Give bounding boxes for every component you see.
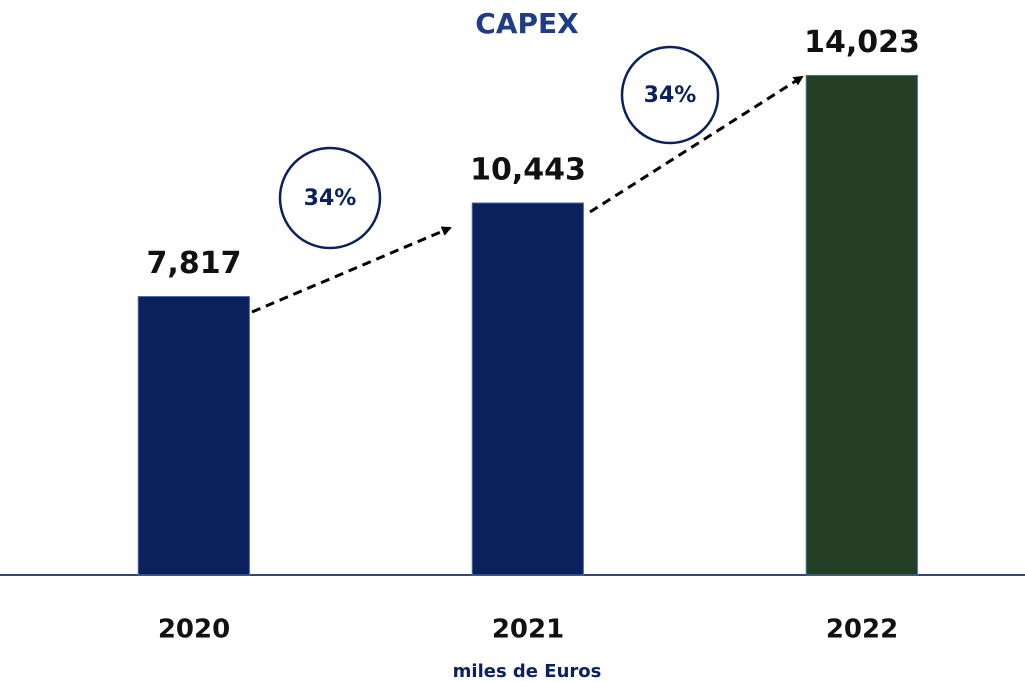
- bar: [805, 74, 918, 576]
- x-axis-label: miles de Euros: [453, 661, 602, 682]
- x-tick-label: 2020: [158, 615, 230, 645]
- bar: [137, 296, 250, 576]
- data-label: 7,817: [147, 246, 242, 281]
- annotation: 34%: [304, 186, 357, 211]
- growth-arrow: [251, 226, 452, 314]
- data-label: 14,023: [804, 25, 920, 60]
- annotation: 34%: [644, 83, 697, 108]
- growth-arrow: [589, 75, 804, 214]
- annotation-circle: [620, 45, 720, 145]
- chart-title: CAPEX: [475, 7, 579, 40]
- data-label: 10,443: [470, 152, 586, 187]
- x-tick-label: 2022: [826, 615, 898, 645]
- bar: [471, 202, 584, 576]
- annotation-circle: [278, 146, 382, 250]
- x-tick-label: 2021: [492, 615, 564, 645]
